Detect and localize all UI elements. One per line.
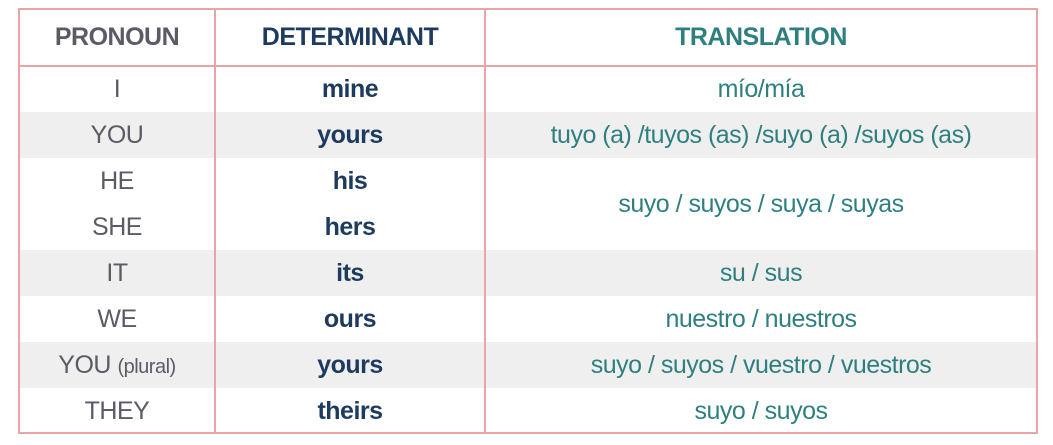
pronoun-text: YOU (58, 350, 111, 379)
determinant-cell: ours (214, 296, 485, 342)
translation-cell: su / sus (484, 250, 1036, 296)
determinant-cell: mine (214, 66, 485, 112)
determinant-cell: theirs (214, 388, 485, 434)
translation-cell: nuestro / nuestros (484, 296, 1036, 342)
table-row: I mine mío/mía (20, 66, 1036, 112)
table-row: YOU yours tuyo (a) /tuyos (as) /suyo (a)… (20, 112, 1036, 158)
pronoun-cell: WE (97, 304, 137, 333)
determinant-cell: yours (214, 342, 485, 388)
table-row: IT its su / sus (20, 250, 1036, 296)
determinant-cell: his (214, 158, 485, 204)
table-header-row: PRONOUN DETERMINANT TRANSLATION (20, 10, 1036, 67)
pronoun-cell: HE (100, 166, 134, 195)
plural-note: (plural) (117, 355, 176, 378)
determinant-cell: hers (214, 204, 485, 250)
pronoun-cell: IT (20, 250, 215, 296)
table-row: HE his suyo / suyos / suya / suyas (20, 158, 1036, 250)
determinant-cell: yours (214, 112, 485, 158)
pronoun-cell: SHE (92, 212, 142, 241)
pronoun-determinant-table: PRONOUN DETERMINANT TRANSLATION I mine m… (20, 10, 1036, 434)
translation-cell: mío/mía (484, 66, 1036, 112)
pronoun-cell: YOU (20, 112, 215, 158)
table-row: YOU (plural) yours suyo / suyos / vuestr… (20, 342, 1036, 388)
translation-cell: suyo / suyos (484, 388, 1036, 434)
translation-cell-merged: suyo / suyos / suya / suyas (484, 158, 1036, 250)
determinant-cell: its (214, 250, 485, 296)
pronoun-table-frame: PRONOUN DETERMINANT TRANSLATION I mine m… (18, 8, 1038, 434)
pronoun-cell: I (113, 75, 121, 103)
translation-cell: suyo / suyos / vuestro / vuestros (484, 342, 1036, 388)
pronoun-cell: THEY (84, 396, 150, 425)
translation-cell: tuyo (a) /tuyos (as) /suyo (a) /suyos (a… (484, 112, 1036, 158)
header-pronoun: PRONOUN (20, 10, 215, 67)
header-translation: TRANSLATION (484, 10, 1036, 67)
table-row: WE ours nuestro / nuestros (20, 296, 1036, 342)
pronoun-cell: YOU (plural) (20, 342, 215, 388)
table-row: THEY theirs suyo / suyos (20, 388, 1036, 434)
table-row: SHE hers (20, 204, 1036, 250)
header-determinant: DETERMINANT (214, 10, 485, 67)
